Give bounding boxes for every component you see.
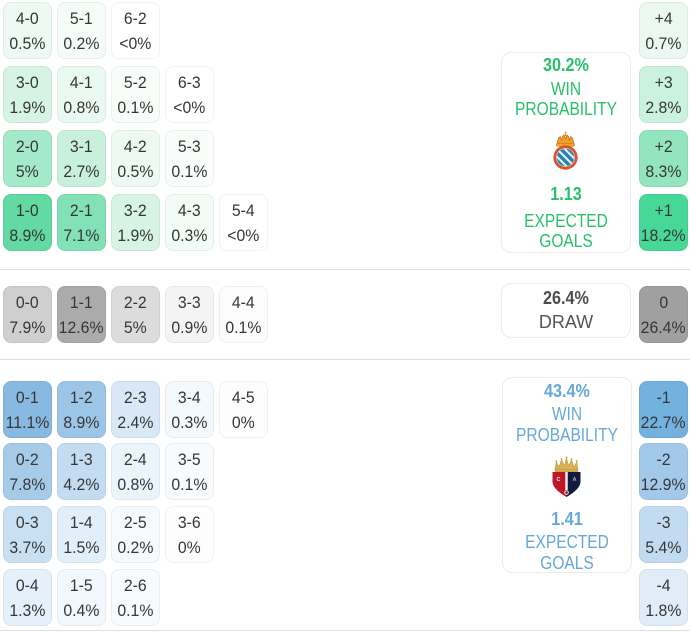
svg-text:A: A bbox=[573, 477, 577, 483]
svg-text:C: C bbox=[557, 477, 561, 483]
